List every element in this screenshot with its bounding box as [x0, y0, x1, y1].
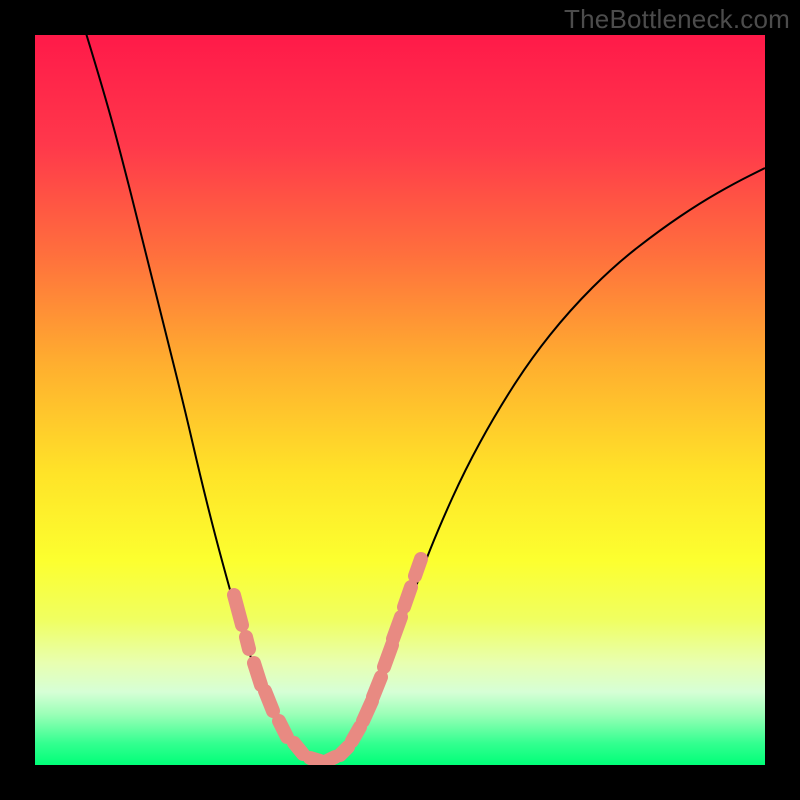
marker-segment	[352, 727, 360, 741]
marker-segment	[384, 645, 392, 667]
marker-segment	[265, 691, 273, 711]
marker-segment	[294, 743, 303, 754]
curve-right	[323, 168, 765, 764]
curve-left	[85, 35, 323, 764]
marker-segment	[340, 747, 348, 755]
chart-curves	[35, 35, 765, 765]
marker-segment	[363, 701, 372, 721]
marker-segment	[373, 677, 381, 697]
marker-segment	[404, 587, 411, 607]
marker-segment	[279, 721, 287, 737]
marker-segment	[310, 758, 320, 761]
marker-segment	[234, 595, 242, 625]
chart-area	[35, 35, 765, 765]
marker-segment	[246, 637, 249, 649]
watermark-text: TheBottleneck.com	[564, 4, 790, 35]
marker-segment	[415, 559, 421, 576]
marker-segment	[254, 663, 261, 685]
marker-group	[234, 559, 421, 761]
marker-segment	[393, 617, 401, 639]
